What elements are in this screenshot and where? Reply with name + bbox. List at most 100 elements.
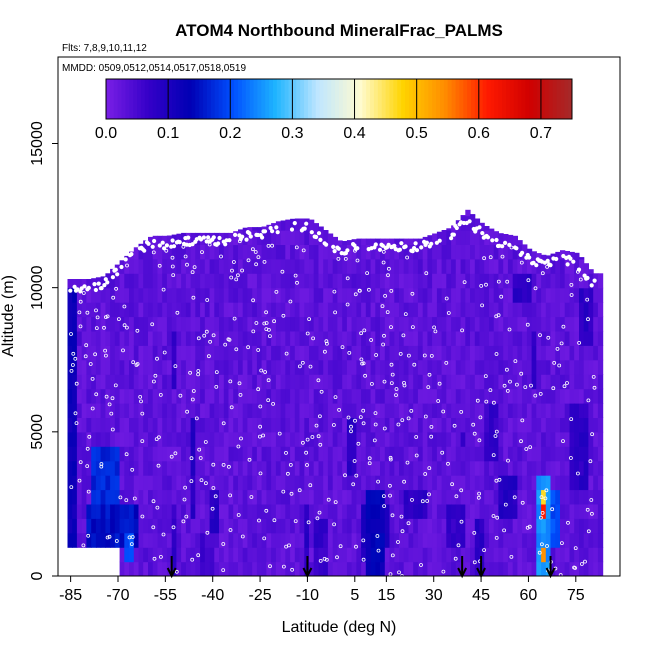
heatmap-cell bbox=[233, 244, 239, 260]
heatmap-cell bbox=[299, 446, 305, 462]
heatmap-cell bbox=[275, 431, 282, 447]
sample-point bbox=[157, 263, 162, 268]
heatmap-cell bbox=[484, 388, 490, 404]
heatmap-cell bbox=[242, 460, 248, 476]
sample-point bbox=[336, 256, 341, 261]
heatmap-cell bbox=[148, 561, 154, 576]
heatmap-cell bbox=[342, 287, 348, 303]
heatmap-cell bbox=[526, 417, 533, 433]
heatmap-cell bbox=[299, 561, 305, 576]
heatmap-cell bbox=[143, 460, 149, 476]
heatmap-cell bbox=[375, 302, 381, 318]
heatmap-cell bbox=[238, 374, 244, 390]
heatmap-cell bbox=[408, 561, 414, 576]
heatmap-cell bbox=[256, 403, 263, 418]
heatmap-cell bbox=[389, 273, 395, 289]
heatmap-cell bbox=[162, 489, 168, 505]
heatmap-cell bbox=[138, 503, 144, 519]
heatmap-cell bbox=[133, 345, 140, 361]
colorbar-segment bbox=[552, 79, 557, 119]
heatmap-cell bbox=[555, 503, 561, 519]
heatmap-cell bbox=[86, 374, 92, 390]
heatmap-cell bbox=[95, 302, 102, 318]
sample-point bbox=[394, 387, 399, 391]
sample-point bbox=[376, 479, 381, 484]
heatmap-cell bbox=[489, 460, 495, 476]
sample-point bbox=[85, 310, 90, 315]
heatmap-cell bbox=[583, 489, 589, 505]
heatmap-cell bbox=[365, 489, 372, 505]
sample-point bbox=[422, 353, 427, 358]
colorbar-segment bbox=[323, 79, 328, 119]
heatmap-cell bbox=[275, 302, 282, 318]
heatmap-cell bbox=[200, 503, 206, 519]
heatmap-cell bbox=[588, 460, 594, 476]
heatmap-cell bbox=[129, 417, 135, 433]
sample-point bbox=[352, 459, 357, 463]
heatmap-cell bbox=[507, 561, 514, 576]
heatmap-cell bbox=[323, 359, 329, 375]
heatmap-cell bbox=[574, 287, 580, 303]
heatmap-cell bbox=[204, 518, 211, 534]
heatmap-cell bbox=[242, 302, 248, 318]
heatmap-cell bbox=[417, 316, 424, 332]
heatmap-cell bbox=[233, 460, 239, 476]
heatmap-cell bbox=[455, 460, 462, 476]
heatmap-cell bbox=[574, 489, 580, 505]
heatmap-cell bbox=[67, 316, 73, 332]
heatmap-cell bbox=[195, 403, 201, 418]
heatmap-cell bbox=[209, 287, 215, 303]
heatmap-cell bbox=[114, 273, 121, 289]
heatmap-cell bbox=[541, 374, 547, 390]
heatmap-cell bbox=[157, 503, 163, 519]
heatmap-cell bbox=[403, 316, 409, 332]
heatmap-cell bbox=[526, 446, 533, 462]
heatmap-cell bbox=[408, 302, 414, 318]
sample-point bbox=[228, 528, 233, 532]
heatmap-cell bbox=[512, 235, 518, 246]
heatmap-cell bbox=[465, 345, 471, 361]
heatmap-cell bbox=[541, 518, 547, 534]
sample-point bbox=[77, 310, 82, 315]
sample-point bbox=[376, 548, 381, 553]
heatmap-cell bbox=[290, 489, 296, 505]
heatmap-cell bbox=[588, 330, 594, 346]
heatmap-cell bbox=[100, 276, 106, 289]
heatmap-cell bbox=[484, 273, 490, 289]
heatmap-cell bbox=[375, 244, 381, 260]
heatmap-cell bbox=[489, 330, 495, 346]
sample-point bbox=[484, 282, 488, 287]
track-point bbox=[531, 260, 536, 265]
colorbar-segment bbox=[296, 79, 301, 119]
heatmap-cell bbox=[375, 503, 381, 519]
heatmap-cell bbox=[323, 503, 329, 519]
sample-point bbox=[446, 461, 450, 466]
heatmap-cell bbox=[309, 503, 315, 519]
heatmap-cell bbox=[228, 302, 234, 318]
heatmap-cell bbox=[166, 532, 173, 548]
sample-point bbox=[102, 325, 106, 330]
heatmap-cell bbox=[313, 446, 319, 462]
sample-point bbox=[295, 280, 299, 285]
heatmap-cell bbox=[114, 359, 121, 375]
heatmap-cell bbox=[474, 431, 481, 447]
heatmap-cell bbox=[138, 518, 144, 534]
heatmap-cell bbox=[498, 244, 504, 260]
colorbar-segment bbox=[249, 79, 255, 119]
heatmap-cell bbox=[105, 302, 111, 318]
sample-point bbox=[114, 539, 119, 543]
sample-point bbox=[400, 529, 405, 534]
heatmap-cell bbox=[455, 345, 462, 361]
heatmap-cell bbox=[465, 258, 471, 274]
sample-point bbox=[308, 483, 313, 488]
heatmap-cell bbox=[119, 547, 125, 563]
sample-point bbox=[538, 391, 543, 396]
heatmap-cell bbox=[105, 503, 111, 519]
heatmap-cell bbox=[152, 547, 158, 563]
heatmap-cell bbox=[337, 460, 343, 476]
sample-point bbox=[537, 550, 542, 555]
track-point bbox=[399, 241, 404, 246]
heatmap-cell bbox=[81, 503, 87, 519]
heatmap-cell bbox=[318, 230, 324, 245]
